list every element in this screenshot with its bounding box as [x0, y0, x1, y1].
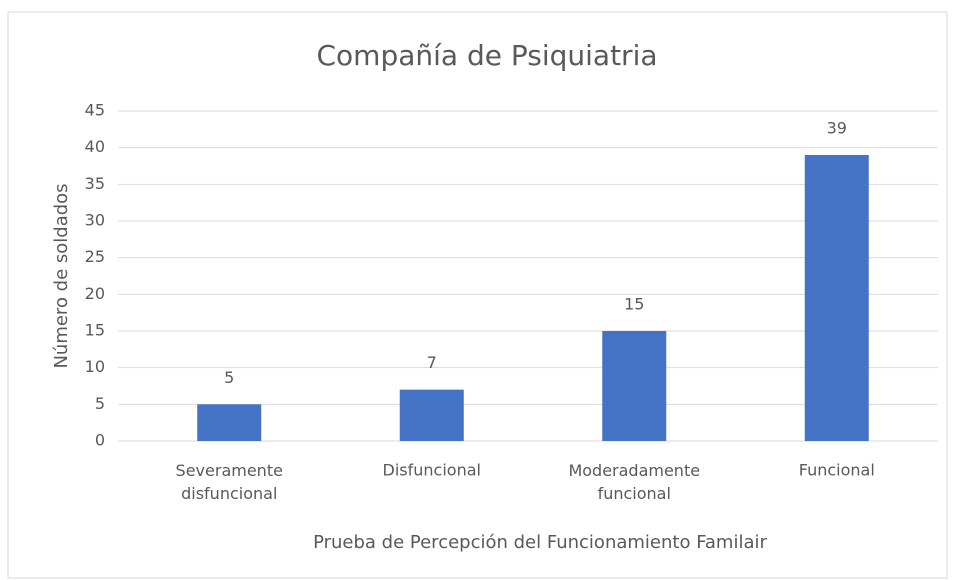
data-label: 5	[224, 368, 234, 387]
x-tick-label: Moderadamente funcional	[568, 461, 700, 503]
y-tick-label: 20	[85, 284, 105, 303]
y-tick-label: 35	[85, 174, 105, 193]
x-tick-label: Disfuncional	[383, 461, 481, 480]
bar	[804, 155, 869, 441]
x-tick-label: Severamente disfuncional	[176, 461, 283, 503]
data-label: 7	[427, 353, 437, 372]
y-tick-label: 15	[85, 321, 105, 340]
bar	[602, 331, 667, 441]
y-axis-title: Número de soldados	[51, 183, 72, 368]
y-tick-label: 0	[95, 431, 105, 450]
x-tick-label: Funcional	[799, 461, 875, 480]
x-axis-title: Prueba de Percepción del Funcionamiento …	[313, 532, 767, 553]
y-tick-label: 45	[85, 101, 105, 120]
data-label: 15	[624, 295, 644, 314]
y-tick-label: 25	[85, 247, 105, 266]
y-tick-label: 30	[85, 211, 105, 230]
y-tick-label: 5	[95, 394, 105, 413]
data-label: 39	[827, 119, 847, 138]
y-tick-label: 40	[85, 137, 105, 156]
chart-border	[7, 11, 948, 579]
chart-title: Compañía de Psiquiatria	[316, 39, 657, 72]
bar	[399, 389, 464, 441]
bar	[197, 404, 262, 441]
y-tick-label: 10	[85, 357, 105, 376]
